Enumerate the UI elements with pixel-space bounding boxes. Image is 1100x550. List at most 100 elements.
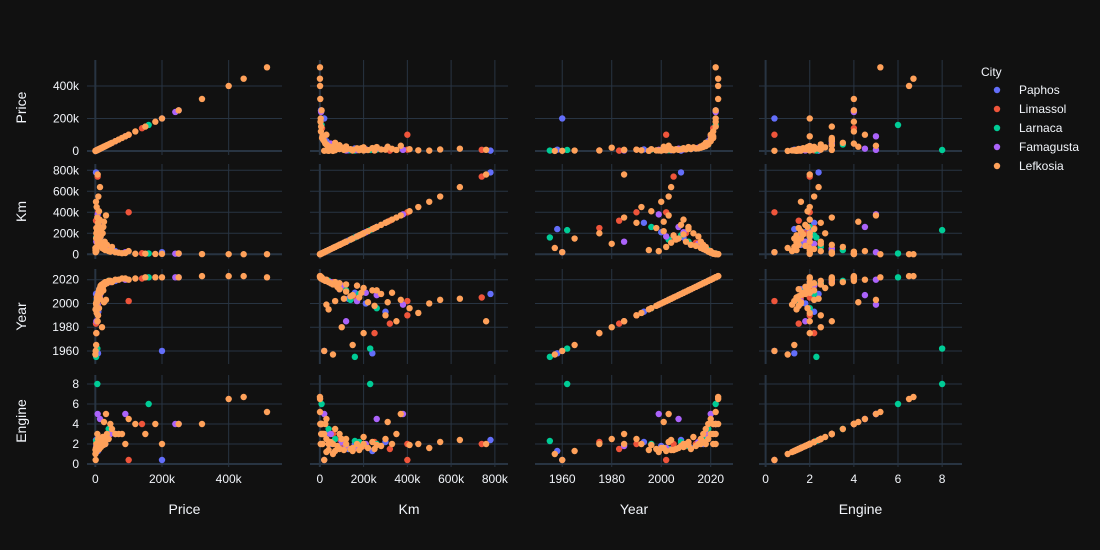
- data-point: [638, 440, 645, 448]
- data-point: [817, 435, 824, 443]
- data-point: [702, 243, 709, 251]
- data-point: [677, 169, 685, 176]
- data-point: [426, 147, 433, 154]
- data-point: [122, 440, 129, 448]
- data-point: [103, 430, 111, 438]
- data-point: [821, 230, 829, 237]
- data-point: [571, 341, 578, 349]
- data-point: [101, 435, 108, 443]
- data-point: [615, 217, 623, 224]
- data-point: [861, 131, 869, 138]
- x-tick-label: 400k: [394, 472, 421, 486]
- data-point: [821, 284, 829, 292]
- data-point: [620, 171, 628, 178]
- data-point: [240, 75, 247, 82]
- data-point: [660, 218, 667, 225]
- data-point: [608, 323, 615, 331]
- data-point: [685, 223, 692, 231]
- data-point: [771, 209, 778, 216]
- legend-item-famagusta[interactable]: Famagusta: [993, 140, 1080, 154]
- legend-marker: [993, 105, 1001, 113]
- y-tick-label: 0: [72, 247, 79, 261]
- data-point: [665, 212, 672, 219]
- data-point: [653, 224, 660, 232]
- data-point: [817, 323, 824, 331]
- data-point: [910, 272, 917, 280]
- data-point: [877, 250, 884, 258]
- legend-item-lefkosia[interactable]: Lefkosia: [993, 159, 1064, 173]
- data-point: [397, 296, 404, 304]
- cell-engine-vs-year: [535, 375, 733, 467]
- data-point: [839, 243, 847, 251]
- data-point: [92, 248, 99, 256]
- data-point: [102, 296, 110, 304]
- data-point: [142, 430, 149, 438]
- data-point: [384, 218, 391, 225]
- y-tick-label: 2000: [52, 296, 79, 310]
- legend: City Paphos Limassol Larnaca Famagusta Lefko…: [981, 65, 1079, 173]
- data-point: [456, 436, 464, 444]
- data-point: [665, 410, 672, 418]
- data-point: [938, 146, 946, 154]
- data-point: [817, 238, 824, 245]
- data-point: [554, 225, 561, 233]
- data-point: [338, 323, 345, 331]
- data-point: [384, 418, 391, 426]
- data-point: [364, 444, 372, 452]
- data-point: [810, 225, 818, 233]
- x-tick-label: 400k: [216, 472, 243, 486]
- data-point: [323, 276, 330, 283]
- data-point: [158, 440, 166, 448]
- data-point: [175, 420, 182, 428]
- data-point: [894, 400, 902, 408]
- legend-marker: [993, 86, 1001, 94]
- x-tick-label: 1960: [549, 472, 576, 486]
- legend-item-limassol[interactable]: Limassol: [993, 102, 1067, 116]
- data-point: [707, 430, 714, 438]
- data-point: [225, 395, 232, 403]
- data-point: [478, 440, 485, 448]
- data-point: [791, 341, 798, 349]
- data-point: [329, 351, 337, 358]
- data-point: [667, 239, 675, 246]
- data-point: [406, 208, 413, 215]
- data-point: [655, 301, 662, 308]
- data-point: [675, 415, 682, 423]
- data-point: [563, 345, 571, 352]
- x-tick-label: 200k: [149, 472, 176, 486]
- legend-item-larnaca[interactable]: Larnaca: [993, 121, 1063, 135]
- legend-item-paphos[interactable]: Paphos: [993, 83, 1060, 97]
- data-point: [364, 299, 372, 306]
- data-point: [371, 302, 378, 310]
- data-point: [596, 147, 603, 154]
- data-point: [382, 312, 389, 319]
- data-point: [415, 147, 422, 154]
- data-point: [331, 425, 339, 433]
- data-point: [795, 293, 802, 300]
- data-point: [804, 143, 811, 151]
- data-point: [145, 400, 152, 408]
- data-point: [665, 296, 672, 304]
- data-point: [806, 115, 813, 122]
- data-point: [839, 425, 847, 433]
- data-point: [152, 118, 159, 125]
- data-point: [648, 145, 655, 153]
- data-point: [839, 139, 847, 147]
- data-point: [806, 250, 813, 258]
- data-point: [478, 146, 485, 154]
- data-point: [263, 250, 271, 258]
- data-point: [94, 318, 101, 325]
- data-point: [323, 435, 330, 443]
- data-point: [386, 445, 394, 453]
- data-point: [340, 239, 348, 246]
- data-point: [125, 276, 132, 283]
- data-point: [571, 447, 578, 455]
- data-point: [905, 250, 913, 258]
- data-point: [397, 142, 404, 149]
- data-point: [615, 445, 623, 453]
- data-point: [347, 145, 354, 153]
- data-point: [690, 433, 697, 441]
- data-point: [321, 456, 328, 464]
- x-axis-title: Engine: [839, 501, 883, 517]
- x-tick-label: 800k: [482, 472, 509, 486]
